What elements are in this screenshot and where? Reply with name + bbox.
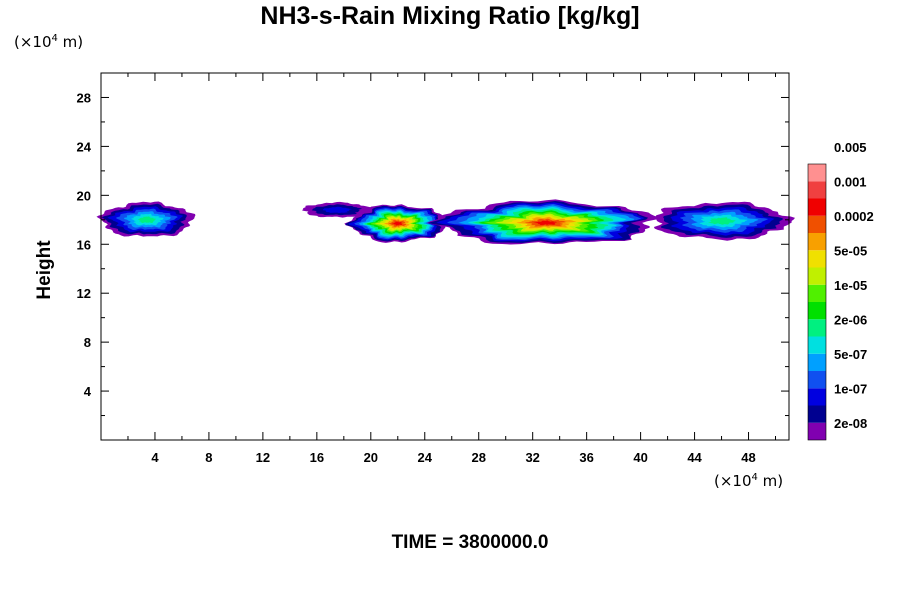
colorbar-swatch xyxy=(808,198,826,216)
colorbar-swatch xyxy=(808,336,826,354)
colorbar-swatch xyxy=(808,388,826,406)
colorbar-swatch xyxy=(808,405,826,423)
plot-frame xyxy=(100,72,790,441)
x-tick-label: 4 xyxy=(151,450,159,465)
x-tick-label: 40 xyxy=(633,450,647,465)
y-tick-label: 16 xyxy=(77,237,91,252)
x-tick-label: 36 xyxy=(579,450,593,465)
x-tick-label: 8 xyxy=(205,450,212,465)
x-tick-label: 48 xyxy=(741,450,755,465)
y-tick-label: 8 xyxy=(84,335,91,350)
colorbar-label: 0.001 xyxy=(834,174,867,189)
contour-field xyxy=(96,199,795,245)
colorbar-swatch xyxy=(808,302,826,320)
colorbar-swatch xyxy=(808,164,826,182)
colorbar-swatch xyxy=(808,181,826,199)
colorbar-swatch xyxy=(808,267,826,285)
time-label: TIME = 3800000.0 xyxy=(391,532,549,553)
x-tick-label: 28 xyxy=(471,450,485,465)
colorbar-swatch xyxy=(808,215,826,233)
colorbar-swatch xyxy=(808,353,826,371)
colorbar-label: 2e-08 xyxy=(834,416,867,431)
colorbar: 2e-08 1e-07 5e-07 2e-06 1e-05 5e-05 0.0002 0.00… xyxy=(807,140,874,441)
x-axis-unit: (×104 m) xyxy=(714,472,784,490)
colorbar-label: 2e-06 xyxy=(834,312,867,327)
y-tick-label: 24 xyxy=(77,139,92,154)
contour-level xyxy=(322,206,352,213)
contour-level xyxy=(708,217,736,225)
chart-title: NH3-s-Rain Mixing Ratio [kg/kg] xyxy=(260,2,640,30)
colorbar-label: 5e-07 xyxy=(834,347,867,362)
y-axis-unit: (×104 m) xyxy=(14,33,84,51)
colorbar-label: 1e-07 xyxy=(834,381,867,396)
contour-level xyxy=(137,216,156,223)
contour-level xyxy=(392,221,403,226)
colorbar-label: 0.005 xyxy=(834,140,867,155)
x-tick-label: 12 xyxy=(256,450,270,465)
colorbar-label: 1e-05 xyxy=(834,278,867,293)
colorbar-swatch xyxy=(808,422,826,440)
colorbar-label: 0.0002 xyxy=(834,209,874,224)
y-tick-label: 4 xyxy=(84,384,92,399)
y-tick-label: 28 xyxy=(77,90,91,105)
x-tick-label: 44 xyxy=(687,450,702,465)
y-axis-label: Height xyxy=(34,240,55,300)
colorbar-swatch xyxy=(808,233,826,251)
y-tick-label: 12 xyxy=(77,286,91,301)
colorbar-swatch xyxy=(808,371,826,389)
colorbar-frame xyxy=(807,163,827,441)
x-tick-label: 16 xyxy=(310,450,324,465)
y-tick-label: 20 xyxy=(77,188,91,203)
colorbar-label: 5e-05 xyxy=(834,243,867,258)
colorbar-swatch xyxy=(808,319,826,337)
x-tick-label: 20 xyxy=(364,450,378,465)
x-tick-label: 24 xyxy=(418,450,433,465)
colorbar-swatch xyxy=(808,250,826,268)
colorbar-swatch xyxy=(808,284,826,302)
contour-level xyxy=(533,220,558,225)
x-tick-label: 32 xyxy=(525,450,539,465)
